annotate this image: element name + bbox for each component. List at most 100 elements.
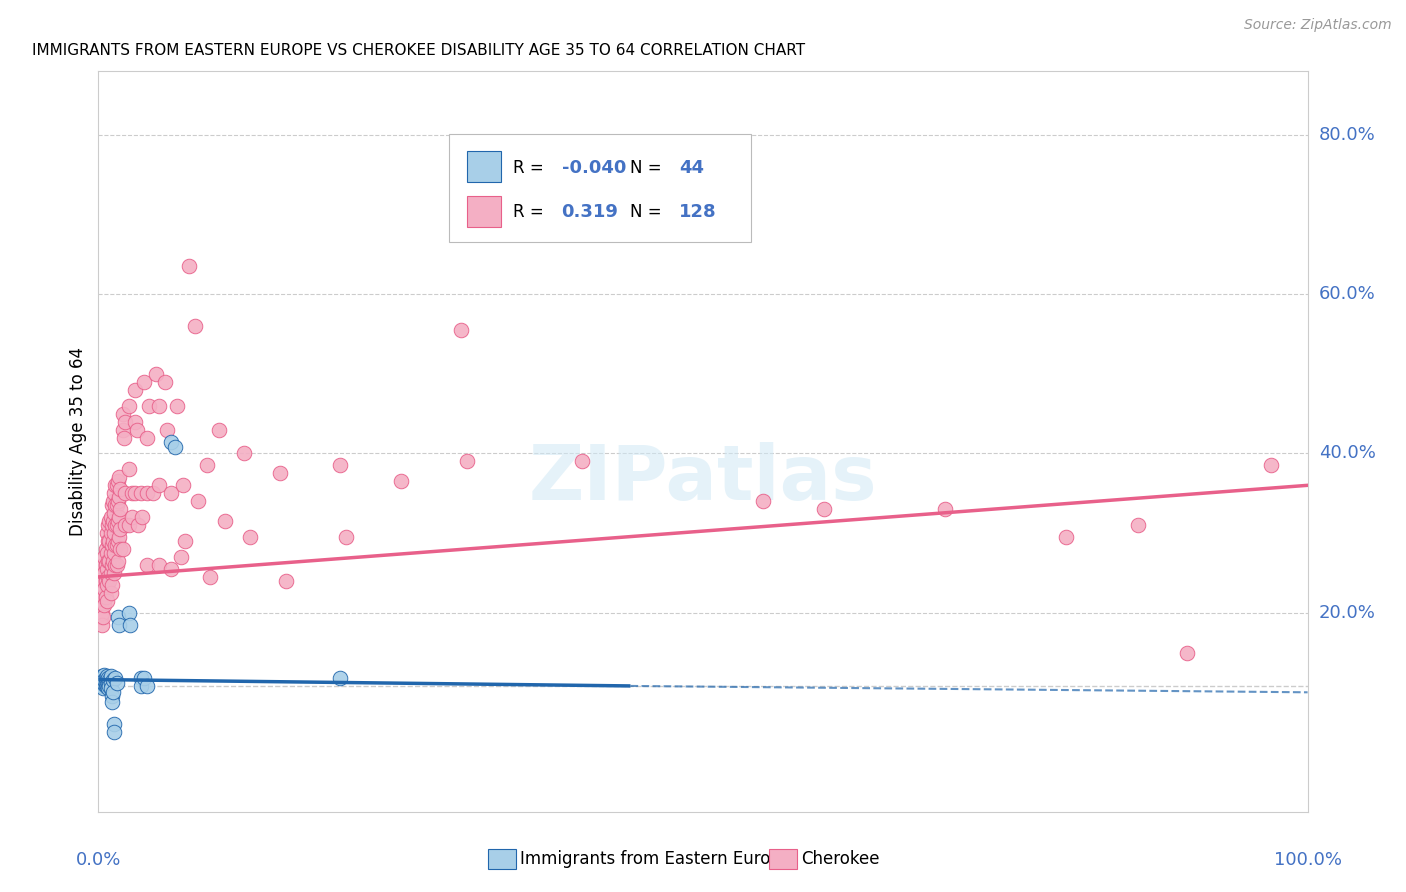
- Point: [101, 514, 124, 528]
- Text: 60.0%: 60.0%: [1319, 285, 1375, 303]
- Point: [129, 486, 152, 500]
- Point: [104, 478, 127, 492]
- Point: [107, 534, 129, 549]
- Point: [101, 685, 124, 699]
- Point: [90, 671, 112, 685]
- Point: [101, 494, 124, 508]
- Point: [100, 538, 122, 552]
- Point: [100, 518, 122, 533]
- Point: [103, 526, 125, 541]
- Point: [198, 570, 221, 584]
- Point: [103, 717, 125, 731]
- Point: [100, 558, 122, 572]
- Point: [456, 454, 478, 468]
- Point: [1128, 518, 1150, 533]
- Point: [90, 609, 112, 624]
- Point: [108, 483, 131, 497]
- Point: [108, 530, 131, 544]
- Point: [118, 606, 141, 620]
- Point: [100, 566, 122, 580]
- Text: 0.319: 0.319: [561, 203, 619, 221]
- Point: [103, 486, 125, 500]
- Point: [389, 475, 412, 489]
- Point: [148, 558, 170, 572]
- Point: [135, 558, 157, 572]
- Point: [160, 434, 183, 449]
- Point: [96, 562, 118, 576]
- Text: 128: 128: [679, 203, 717, 221]
- Text: Cherokee: Cherokee: [801, 850, 880, 868]
- Point: [274, 574, 297, 588]
- Point: [104, 498, 127, 512]
- FancyBboxPatch shape: [449, 135, 751, 242]
- Bar: [467, 152, 501, 183]
- Point: [91, 673, 114, 688]
- Point: [174, 534, 197, 549]
- Point: [104, 671, 127, 685]
- Point: [108, 470, 131, 484]
- Point: [108, 510, 131, 524]
- Point: [114, 486, 136, 500]
- Point: [93, 549, 115, 564]
- Point: [91, 586, 114, 600]
- Point: [100, 546, 122, 560]
- Point: [93, 598, 115, 612]
- Point: [98, 574, 121, 588]
- Point: [135, 486, 157, 500]
- Text: 0.0%: 0.0%: [76, 851, 121, 869]
- Point: [214, 514, 236, 528]
- Point: [90, 578, 112, 592]
- Point: [129, 671, 152, 685]
- Point: [103, 506, 125, 520]
- Text: 40.0%: 40.0%: [1319, 444, 1375, 462]
- Point: [105, 498, 128, 512]
- Point: [97, 681, 120, 696]
- Point: [111, 423, 134, 437]
- Point: [105, 675, 128, 690]
- Point: [91, 609, 114, 624]
- Point: [97, 554, 120, 568]
- Point: [1175, 646, 1198, 660]
- Point: [269, 467, 291, 481]
- Point: [124, 415, 146, 429]
- Point: [124, 486, 146, 500]
- Point: [160, 562, 183, 576]
- Point: [1260, 458, 1282, 473]
- Point: [752, 494, 775, 508]
- Point: [101, 673, 124, 688]
- Point: [134, 375, 156, 389]
- Point: [100, 498, 122, 512]
- Point: [100, 669, 122, 683]
- Point: [94, 541, 117, 556]
- Point: [93, 582, 115, 596]
- Point: [163, 440, 186, 454]
- Point: [94, 574, 117, 588]
- Point: [111, 541, 134, 556]
- Point: [114, 518, 136, 533]
- Point: [131, 510, 153, 524]
- Point: [135, 679, 157, 693]
- Point: [124, 383, 146, 397]
- Point: [108, 490, 131, 504]
- Point: [98, 679, 121, 693]
- Text: 20.0%: 20.0%: [1319, 604, 1375, 622]
- Point: [97, 570, 120, 584]
- Point: [179, 260, 201, 274]
- Point: [934, 502, 956, 516]
- Text: ZIPatlas: ZIPatlas: [529, 442, 877, 516]
- Point: [118, 617, 141, 632]
- Point: [111, 407, 134, 421]
- Point: [108, 541, 131, 556]
- Point: [93, 667, 115, 681]
- Point: [100, 510, 122, 524]
- Point: [96, 546, 118, 560]
- Point: [93, 566, 115, 580]
- Text: N =: N =: [630, 203, 668, 221]
- Text: R =: R =: [513, 159, 550, 177]
- Point: [121, 510, 143, 524]
- Text: R =: R =: [513, 203, 550, 221]
- Point: [89, 590, 111, 604]
- Point: [96, 526, 118, 541]
- Point: [105, 478, 128, 492]
- Point: [187, 494, 209, 508]
